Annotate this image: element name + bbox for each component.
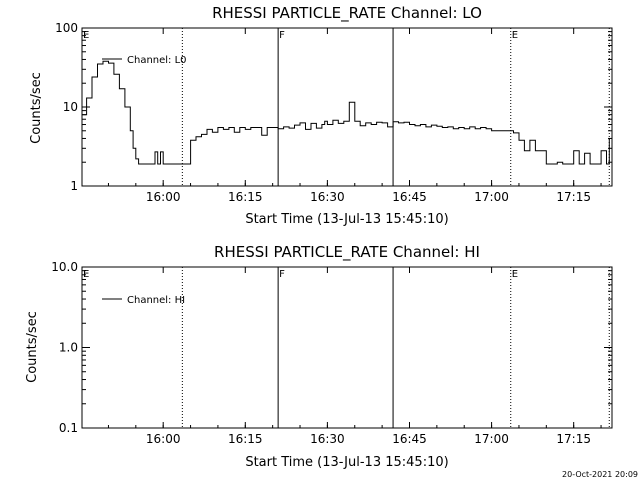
x-tick-label: 17:00: [474, 432, 509, 446]
x-tick-label: 16:00: [146, 432, 181, 446]
y-axis-label-lo: Counts/sec: [29, 72, 44, 144]
x-axis-label-hi: Start Time (13-Jul-13 15:45:10): [245, 455, 448, 470]
y-tick-label: 10: [63, 100, 78, 114]
event-label: E: [512, 269, 518, 280]
chart-title-lo: RHESSI PARTICLE_RATE Channel: LO: [212, 4, 482, 23]
x-axis-label-lo: Start Time (13-Jul-13 15:45:10): [245, 212, 448, 227]
y-tick-label: 10.0: [51, 260, 78, 274]
footer-timestamp: 20-Oct-2021 20:09: [562, 470, 638, 479]
event-label: E: [512, 30, 518, 41]
legend-label: Channel: HI: [127, 295, 185, 306]
y-axis-label-hi: Counts/sec: [25, 311, 40, 383]
x-tick-label: 16:30: [310, 432, 345, 446]
x-tick-label: 17:15: [556, 432, 591, 446]
y-tick-label: 1: [70, 179, 78, 193]
event-label: E: [83, 269, 89, 280]
y-tick-label: 100: [55, 21, 78, 35]
chart-title-hi: RHESSI PARTICLE_RATE Channel: HI: [214, 243, 480, 262]
plot-frame-hi: [81, 266, 613, 429]
series-line-channel-l0: [82, 60, 610, 165]
x-tick-label: 16:15: [228, 432, 263, 446]
event-label: E: [83, 30, 89, 41]
plot-area-hi: 16:00 16:15 16:30 16:45 17:00 17:15 0.1 1.0 10.0…: [51, 260, 612, 446]
x-tick-label: 16:00: [146, 190, 181, 204]
x-tick-label: 16:45: [392, 432, 427, 446]
x-tick-label: 17:00: [474, 190, 509, 204]
x-tick-label: 16:15: [228, 190, 263, 204]
x-tick-label: 17:15: [556, 190, 591, 204]
x-tick-label: 16:45: [392, 190, 427, 204]
event-label: F: [279, 30, 285, 41]
legend-label: Channel: L0: [127, 55, 187, 66]
y-tick-label: 0.1: [59, 421, 78, 435]
y-tick-label: 1.0: [59, 341, 78, 355]
plot-area-lo: 16:00 16:15 16:30 16:45 17:00 17:15 1 10 100 E F E C…: [55, 21, 612, 204]
plot-frame-lo: [81, 27, 613, 187]
x-tick-label: 16:30: [310, 190, 345, 204]
event-label: F: [279, 269, 285, 280]
